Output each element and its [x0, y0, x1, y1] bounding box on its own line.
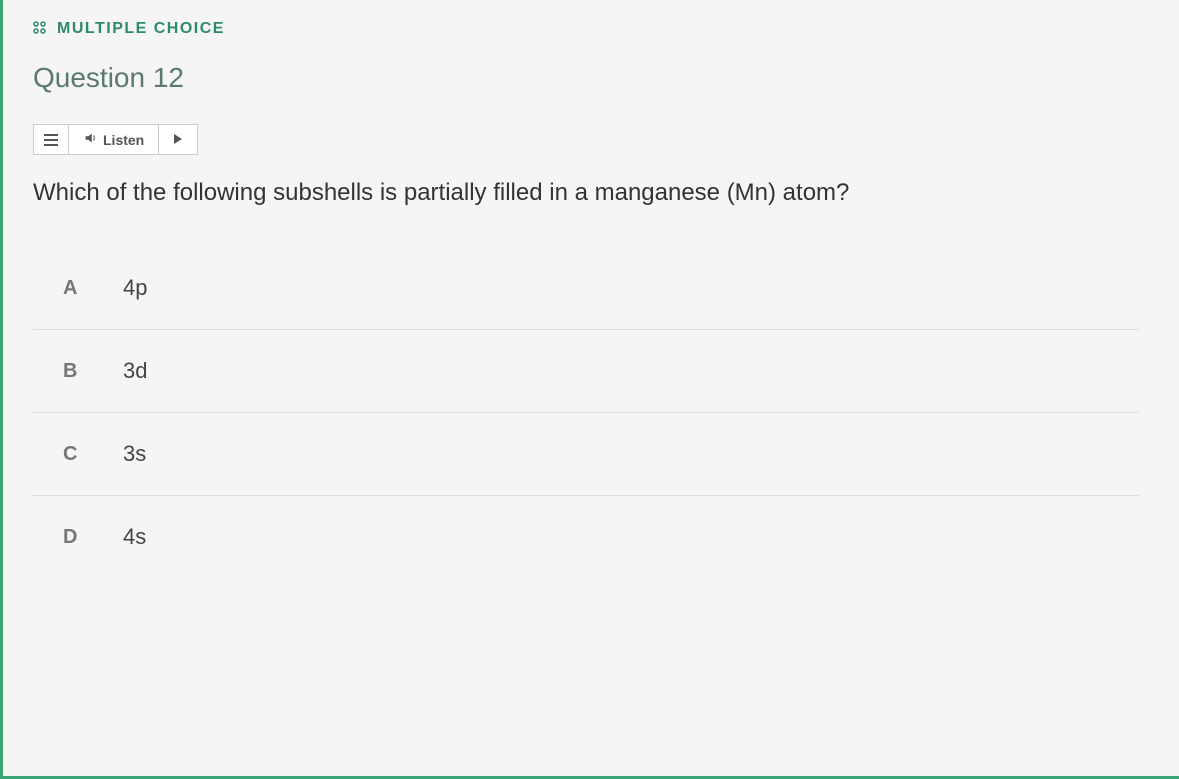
answer-option-d[interactable]: D 4s [33, 496, 1139, 578]
play-button[interactable] [159, 124, 198, 155]
audio-controls: Listen [33, 124, 1139, 155]
play-icon [173, 132, 183, 147]
answer-letter: B [63, 360, 83, 383]
answer-text: 4s [123, 524, 146, 550]
hamburger-icon [44, 134, 58, 146]
answers-list: A 4p B 3d C 3s D 4s [33, 247, 1139, 578]
answer-option-a[interactable]: A 4p [33, 247, 1139, 330]
question-type-header: MULTIPLE CHOICE [33, 20, 1139, 38]
speaker-icon [83, 131, 97, 148]
answer-text: 4p [123, 275, 147, 301]
question-number: Question 12 [33, 62, 1139, 94]
audio-menu-button[interactable] [33, 124, 68, 155]
answer-option-c[interactable]: C 3s [33, 413, 1139, 496]
answer-letter: A [63, 277, 83, 300]
answer-option-b[interactable]: B 3d [33, 330, 1139, 413]
grid-icon [33, 21, 49, 37]
listen-button[interactable]: Listen [68, 124, 159, 155]
listen-label: Listen [103, 132, 144, 148]
answer-text: 3s [123, 441, 146, 467]
question-container: MULTIPLE CHOICE Question 12 Listen [0, 0, 1179, 779]
answer-letter: C [63, 443, 83, 466]
question-text: Which of the following subshells is part… [33, 179, 1139, 207]
answer-letter: D [63, 526, 83, 549]
question-type-label: MULTIPLE CHOICE [57, 20, 225, 38]
answer-text: 3d [123, 358, 147, 384]
